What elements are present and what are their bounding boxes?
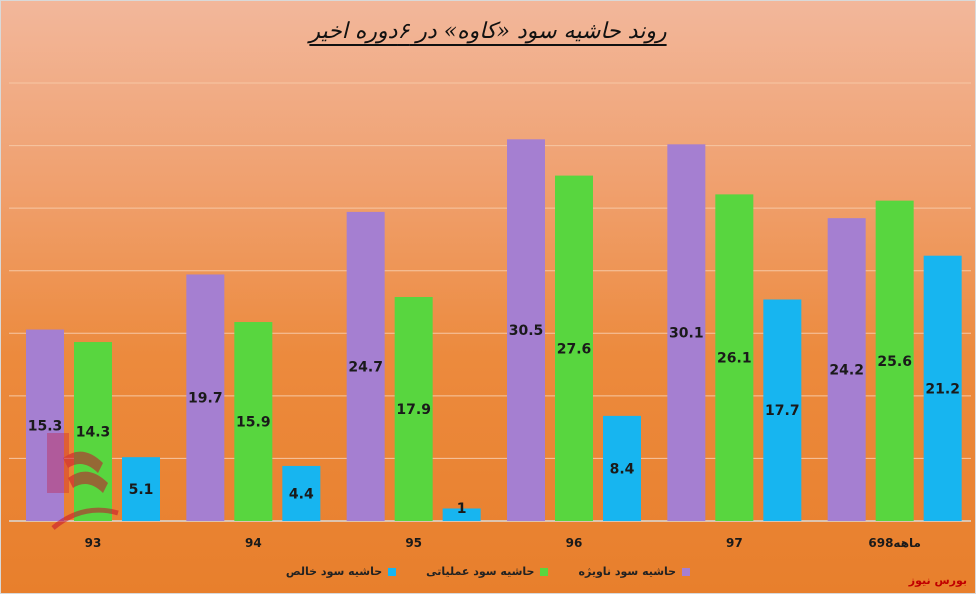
bars bbox=[26, 139, 962, 522]
data-label: 30.5 bbox=[509, 323, 544, 339]
bar-gross bbox=[507, 139, 545, 522]
data-label: 19.7 bbox=[188, 391, 223, 407]
legend-item-gross: حاشیه سود ناویژه bbox=[578, 565, 691, 578]
data-label: 15.9 bbox=[236, 415, 271, 431]
data-label: 1 bbox=[457, 501, 467, 517]
legend-label: حاشیه سود ناویژه bbox=[578, 565, 677, 578]
data-label: 26.1 bbox=[717, 351, 752, 367]
data-labels: 15.3 14.3 5.1 19.7 15.9 4.4 24.7 17.9 1 30.5 27.6 8… bbox=[28, 323, 960, 517]
data-label: 30.1 bbox=[669, 326, 704, 342]
bar-operating bbox=[875, 200, 914, 522]
bar-net bbox=[923, 255, 962, 521]
bar-operating bbox=[394, 296, 433, 521]
x-tick-labels: 93 94 95 96 97 6ماهه98 bbox=[85, 536, 921, 550]
data-label: 27.6 bbox=[557, 341, 592, 357]
x-tick-label: 95 bbox=[405, 536, 422, 550]
x-tick-label: 6ماهه98 bbox=[868, 536, 921, 550]
data-label: 5.1 bbox=[129, 482, 154, 498]
x-tick-label: 96 bbox=[566, 536, 583, 550]
bar-operating bbox=[555, 175, 593, 521]
chart-title: روند حاشیه سود «کاوه» در ۶دوره اخیر bbox=[1, 19, 975, 44]
brand-logo bbox=[47, 433, 119, 530]
legend-swatch bbox=[682, 567, 691, 576]
bar-net bbox=[282, 465, 321, 521]
data-label: 14.3 bbox=[76, 425, 111, 441]
bar-net bbox=[122, 457, 160, 521]
x-tick-label: 93 bbox=[85, 536, 102, 550]
legend-swatch bbox=[540, 567, 549, 576]
bar-net bbox=[442, 508, 481, 521]
x-tick-label: 94 bbox=[245, 536, 262, 550]
legend-label: حاشیه سود خالص bbox=[285, 565, 383, 578]
bar-gross bbox=[26, 329, 64, 521]
data-label: 21.2 bbox=[925, 381, 960, 397]
chart-title-text: روند حاشیه سود «کاوه» در ۶دوره اخیر bbox=[309, 19, 667, 44]
legend-item-operating: حاشیه سود عملیاتی bbox=[426, 565, 549, 578]
bar-gross bbox=[667, 144, 706, 521]
legend-item-net: حاشیه سود خالص bbox=[285, 565, 397, 578]
bar-gross bbox=[827, 218, 866, 521]
data-label: 4.4 bbox=[289, 486, 314, 502]
legend-swatch bbox=[388, 567, 397, 576]
bar-net bbox=[603, 415, 641, 521]
gridlines bbox=[9, 82, 971, 522]
bar-operating bbox=[715, 194, 754, 521]
data-label: 25.6 bbox=[877, 354, 912, 370]
bar-net bbox=[763, 299, 802, 521]
data-label: 17.7 bbox=[765, 403, 800, 419]
data-label: 15.3 bbox=[28, 418, 63, 434]
bar-operating bbox=[234, 322, 273, 521]
data-label: 17.9 bbox=[396, 402, 431, 418]
bar-gross bbox=[186, 274, 225, 521]
bar-gross bbox=[346, 211, 385, 521]
legend: حاشیه سود ناویژه حاشیه سود عملیاتی حاشیه س… bbox=[1, 565, 975, 578]
x-tick-label: 97 bbox=[726, 536, 743, 550]
legend-label: حاشیه سود عملیاتی bbox=[426, 565, 535, 578]
data-label: 24.2 bbox=[829, 363, 864, 379]
source-watermark: بورس نیوز bbox=[908, 574, 967, 587]
bar-operating bbox=[74, 342, 112, 521]
data-label: 24.7 bbox=[348, 359, 383, 375]
data-label: 8.4 bbox=[610, 461, 635, 477]
